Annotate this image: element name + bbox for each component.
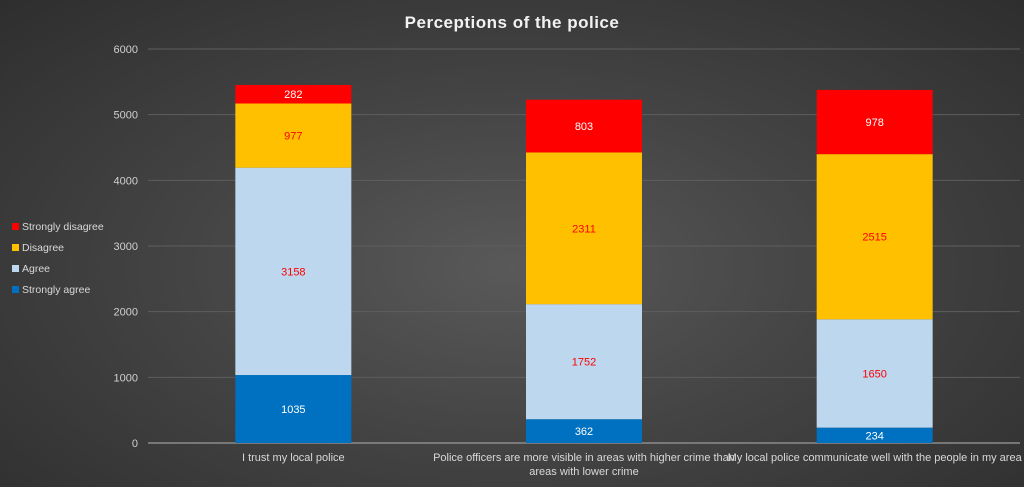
y-tick-label: 5000 <box>114 110 138 122</box>
bar-segment <box>235 103 352 168</box>
bar-segment <box>816 319 933 428</box>
x-tick-label: I trust my local police <box>242 452 345 464</box>
bar-segment <box>526 304 642 420</box>
legend-swatch <box>12 244 19 251</box>
y-tick-label: 6000 <box>114 44 138 56</box>
bar-segment <box>526 99 642 153</box>
y-tick-label: 2000 <box>114 307 138 319</box>
data-label: 234 <box>865 430 883 442</box>
data-label: 3158 <box>281 266 305 278</box>
bar-segment <box>235 167 352 376</box>
bar-segment <box>816 89 933 155</box>
bar-segment <box>816 427 933 443</box>
data-label: 362 <box>575 426 593 438</box>
legend-label: Disagree <box>22 242 64 254</box>
legend-label: Strongly agree <box>22 284 90 296</box>
data-label: 978 <box>865 117 883 129</box>
x-tick-label: My local police communicate well with th… <box>728 452 1023 464</box>
data-label: 2311 <box>572 223 596 235</box>
y-tick-label: 4000 <box>114 175 138 187</box>
data-label: 1650 <box>862 368 886 380</box>
data-label: 803 <box>575 121 593 133</box>
legend-swatch <box>12 286 19 293</box>
bar-segment <box>235 375 352 443</box>
legend-label: Strongly disagree <box>22 221 104 233</box>
data-label: 977 <box>284 131 302 143</box>
bar-segment <box>526 419 642 443</box>
legend-swatch <box>12 223 19 230</box>
y-tick-label: 3000 <box>114 241 138 253</box>
bar-segment <box>816 154 933 320</box>
legend-label: Agree <box>22 263 50 275</box>
data-label: 1035 <box>281 404 305 416</box>
y-tick-label: 0 <box>132 438 138 450</box>
data-label: 282 <box>284 89 302 101</box>
data-label: 1752 <box>572 357 596 369</box>
bar-segment <box>235 84 352 104</box>
y-tick-label: 1000 <box>114 372 138 384</box>
bar-segment <box>526 152 642 305</box>
x-tick-label: Police officers are more visible in area… <box>433 452 735 478</box>
chart-title: Perceptions of the police <box>405 13 620 32</box>
legend-swatch <box>12 265 19 272</box>
data-label: 2515 <box>862 232 886 244</box>
